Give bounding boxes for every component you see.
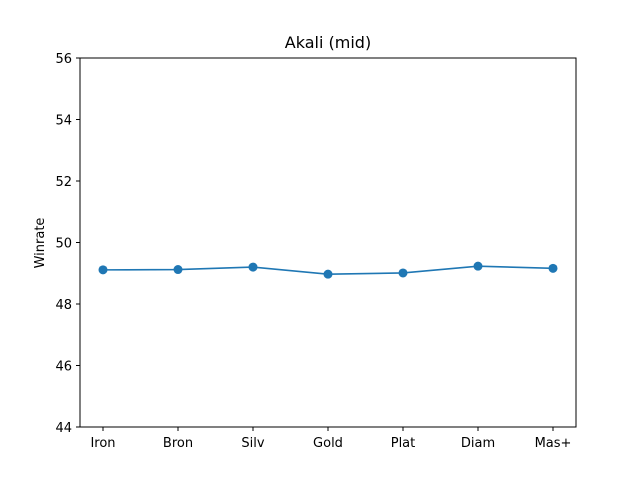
- data-point-plat: [398, 268, 408, 278]
- y-axis: 44 46 48 50 52 54 56: [55, 52, 80, 436]
- data-point-diam: [473, 261, 483, 271]
- y-tick-label: 54: [55, 114, 72, 129]
- chart-title: Akali (mid): [285, 33, 371, 52]
- x-tick-label: Mas+: [535, 436, 572, 451]
- y-axis-label: Winrate: [33, 218, 48, 269]
- y-tick-label: 46: [55, 360, 72, 375]
- data-point-bron: [173, 265, 183, 275]
- x-tick-label: Plat: [391, 436, 416, 451]
- x-tick-label: Silv: [241, 436, 264, 451]
- y-tick-label: 56: [55, 52, 72, 67]
- y-tick-label: 50: [55, 237, 72, 252]
- series-layer: [98, 261, 558, 279]
- x-axis: Iron Bron Silv Gold Plat Diam Mas+: [90, 427, 571, 451]
- y-tick-label: 44: [55, 421, 72, 436]
- data-point-mas: [548, 263, 558, 273]
- y-tick-label: 48: [55, 298, 72, 313]
- x-tick-label: Iron: [90, 436, 115, 451]
- data-point-gold: [323, 269, 333, 279]
- x-tick-label: Gold: [313, 436, 343, 451]
- x-tick-label: Bron: [163, 436, 193, 451]
- data-point-silv: [248, 262, 258, 272]
- data-point-iron: [98, 265, 108, 275]
- y-tick-label: 52: [55, 175, 72, 190]
- x-tick-label: Diam: [461, 436, 495, 451]
